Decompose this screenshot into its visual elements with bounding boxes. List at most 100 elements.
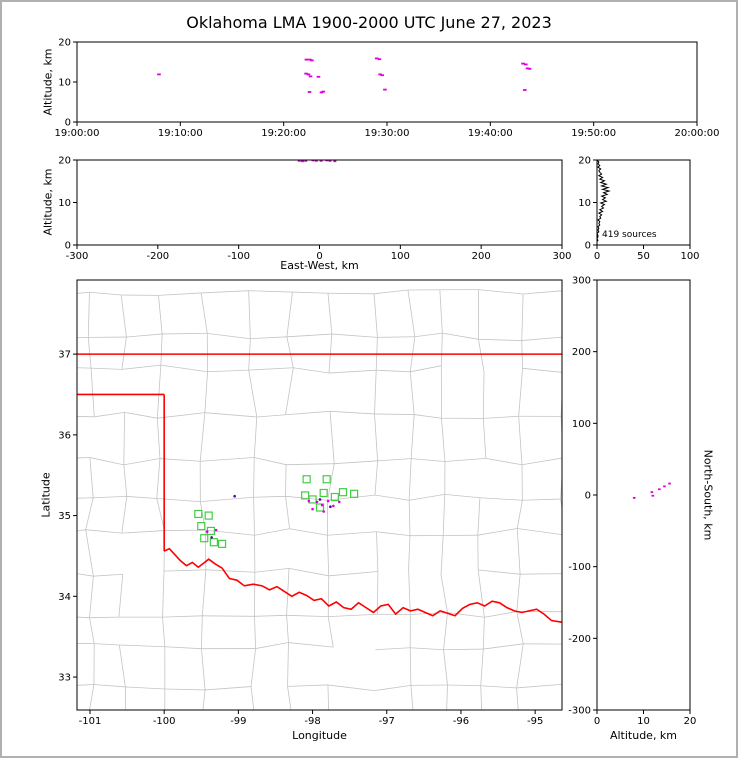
time-altitude-source xyxy=(310,59,314,62)
ns-altitude-source xyxy=(632,496,636,499)
flash-extent-square xyxy=(308,495,317,504)
altitude-histogram-line xyxy=(596,159,611,242)
flash-extent-square xyxy=(194,509,203,519)
ew-panel-ylabel: Altitude, km xyxy=(41,168,55,236)
county-line xyxy=(77,573,94,577)
county-line xyxy=(292,291,328,294)
county-line xyxy=(482,371,485,419)
county-line xyxy=(286,614,329,618)
county-line xyxy=(408,535,411,570)
county-line xyxy=(482,617,485,650)
county-line xyxy=(444,457,486,462)
county-line xyxy=(374,413,379,461)
county-line xyxy=(477,569,485,618)
county-line xyxy=(447,612,485,618)
ew-altitude-source xyxy=(297,159,301,162)
county-line xyxy=(205,569,255,573)
time-altitude-source xyxy=(304,58,309,61)
county-line xyxy=(286,463,335,466)
map-xlabel: Longitude xyxy=(292,729,347,742)
county-line xyxy=(444,494,480,499)
ns-xtick-label: 10 xyxy=(637,716,650,727)
county-line xyxy=(447,684,481,687)
county-line xyxy=(159,458,201,462)
hist-xtick-label: 0 xyxy=(594,251,600,262)
ew-xtick-label: 300 xyxy=(552,251,571,262)
ew-panel-xlabel: East-West, km xyxy=(280,259,359,272)
county-line xyxy=(288,567,329,577)
county-line xyxy=(164,646,202,650)
county-line xyxy=(160,364,208,373)
county-line xyxy=(201,615,203,649)
county-line xyxy=(328,613,378,618)
county-line xyxy=(374,370,377,414)
hist-xtick-label: 50 xyxy=(637,251,650,262)
county-line xyxy=(253,457,255,498)
county-line xyxy=(410,685,414,710)
map-xtick-label: -98 xyxy=(304,716,320,727)
time-altitude-source xyxy=(527,67,532,70)
county-line xyxy=(408,458,412,501)
county-line xyxy=(156,418,161,459)
county-line xyxy=(205,686,252,691)
county-line xyxy=(45,339,46,367)
county-line xyxy=(123,464,128,497)
time-altitude-source xyxy=(304,72,308,75)
county-line xyxy=(48,686,52,726)
county-line xyxy=(377,336,415,338)
time-xtick-label: 19:10:00 xyxy=(158,128,203,139)
county-line xyxy=(446,685,448,710)
county-line xyxy=(480,685,517,689)
county-line xyxy=(293,367,330,374)
ns-ytick-label: -200 xyxy=(568,634,591,645)
map-ytick-label: 36 xyxy=(58,430,71,441)
time-altitude-source xyxy=(306,73,311,76)
county-line xyxy=(517,528,562,536)
county-line xyxy=(334,460,378,465)
county-line xyxy=(205,529,255,536)
time-panel-ylabel: Altitude, km xyxy=(41,48,55,116)
county-line xyxy=(89,457,124,466)
county-line xyxy=(77,457,90,459)
county-line xyxy=(89,616,119,619)
county-line xyxy=(443,649,448,686)
ew-altitude-source xyxy=(304,159,308,162)
county-line xyxy=(407,289,416,337)
ew-altitude-source xyxy=(314,159,318,162)
county-line xyxy=(483,415,519,419)
county-line xyxy=(518,368,523,417)
county-line xyxy=(408,569,411,615)
county-line xyxy=(331,333,378,338)
county-line xyxy=(90,368,95,417)
time-altitude-source xyxy=(308,75,313,78)
county-line xyxy=(414,414,442,419)
time-altitude-source xyxy=(522,89,527,91)
county-line xyxy=(87,337,92,369)
county-line xyxy=(480,649,484,686)
county-line xyxy=(478,569,521,575)
time-xtick-label: 19:30:00 xyxy=(365,128,410,139)
hist-xtick-label: 100 xyxy=(680,251,699,262)
county-line xyxy=(561,684,562,689)
time-altitude-source xyxy=(321,90,326,93)
county-line xyxy=(77,684,94,686)
county-line xyxy=(522,367,562,373)
county-line xyxy=(89,684,95,710)
county-line xyxy=(287,642,289,687)
vhf-source-dot xyxy=(337,500,341,504)
county-line xyxy=(119,644,165,648)
county-line xyxy=(253,495,286,498)
ew-panel-border xyxy=(76,159,563,246)
time-altitude-source xyxy=(380,74,384,77)
county-line xyxy=(254,457,287,466)
flash-extent-square xyxy=(209,538,218,547)
county-line xyxy=(77,336,89,339)
county-line xyxy=(121,337,127,370)
county-line xyxy=(124,412,158,419)
county-line xyxy=(248,367,294,371)
vhf-source-dot xyxy=(332,504,335,508)
time-altitude-source xyxy=(374,57,379,60)
flash-extent-square xyxy=(330,492,339,502)
ew-xtick-label: 200 xyxy=(472,251,491,262)
county-line xyxy=(87,292,90,338)
